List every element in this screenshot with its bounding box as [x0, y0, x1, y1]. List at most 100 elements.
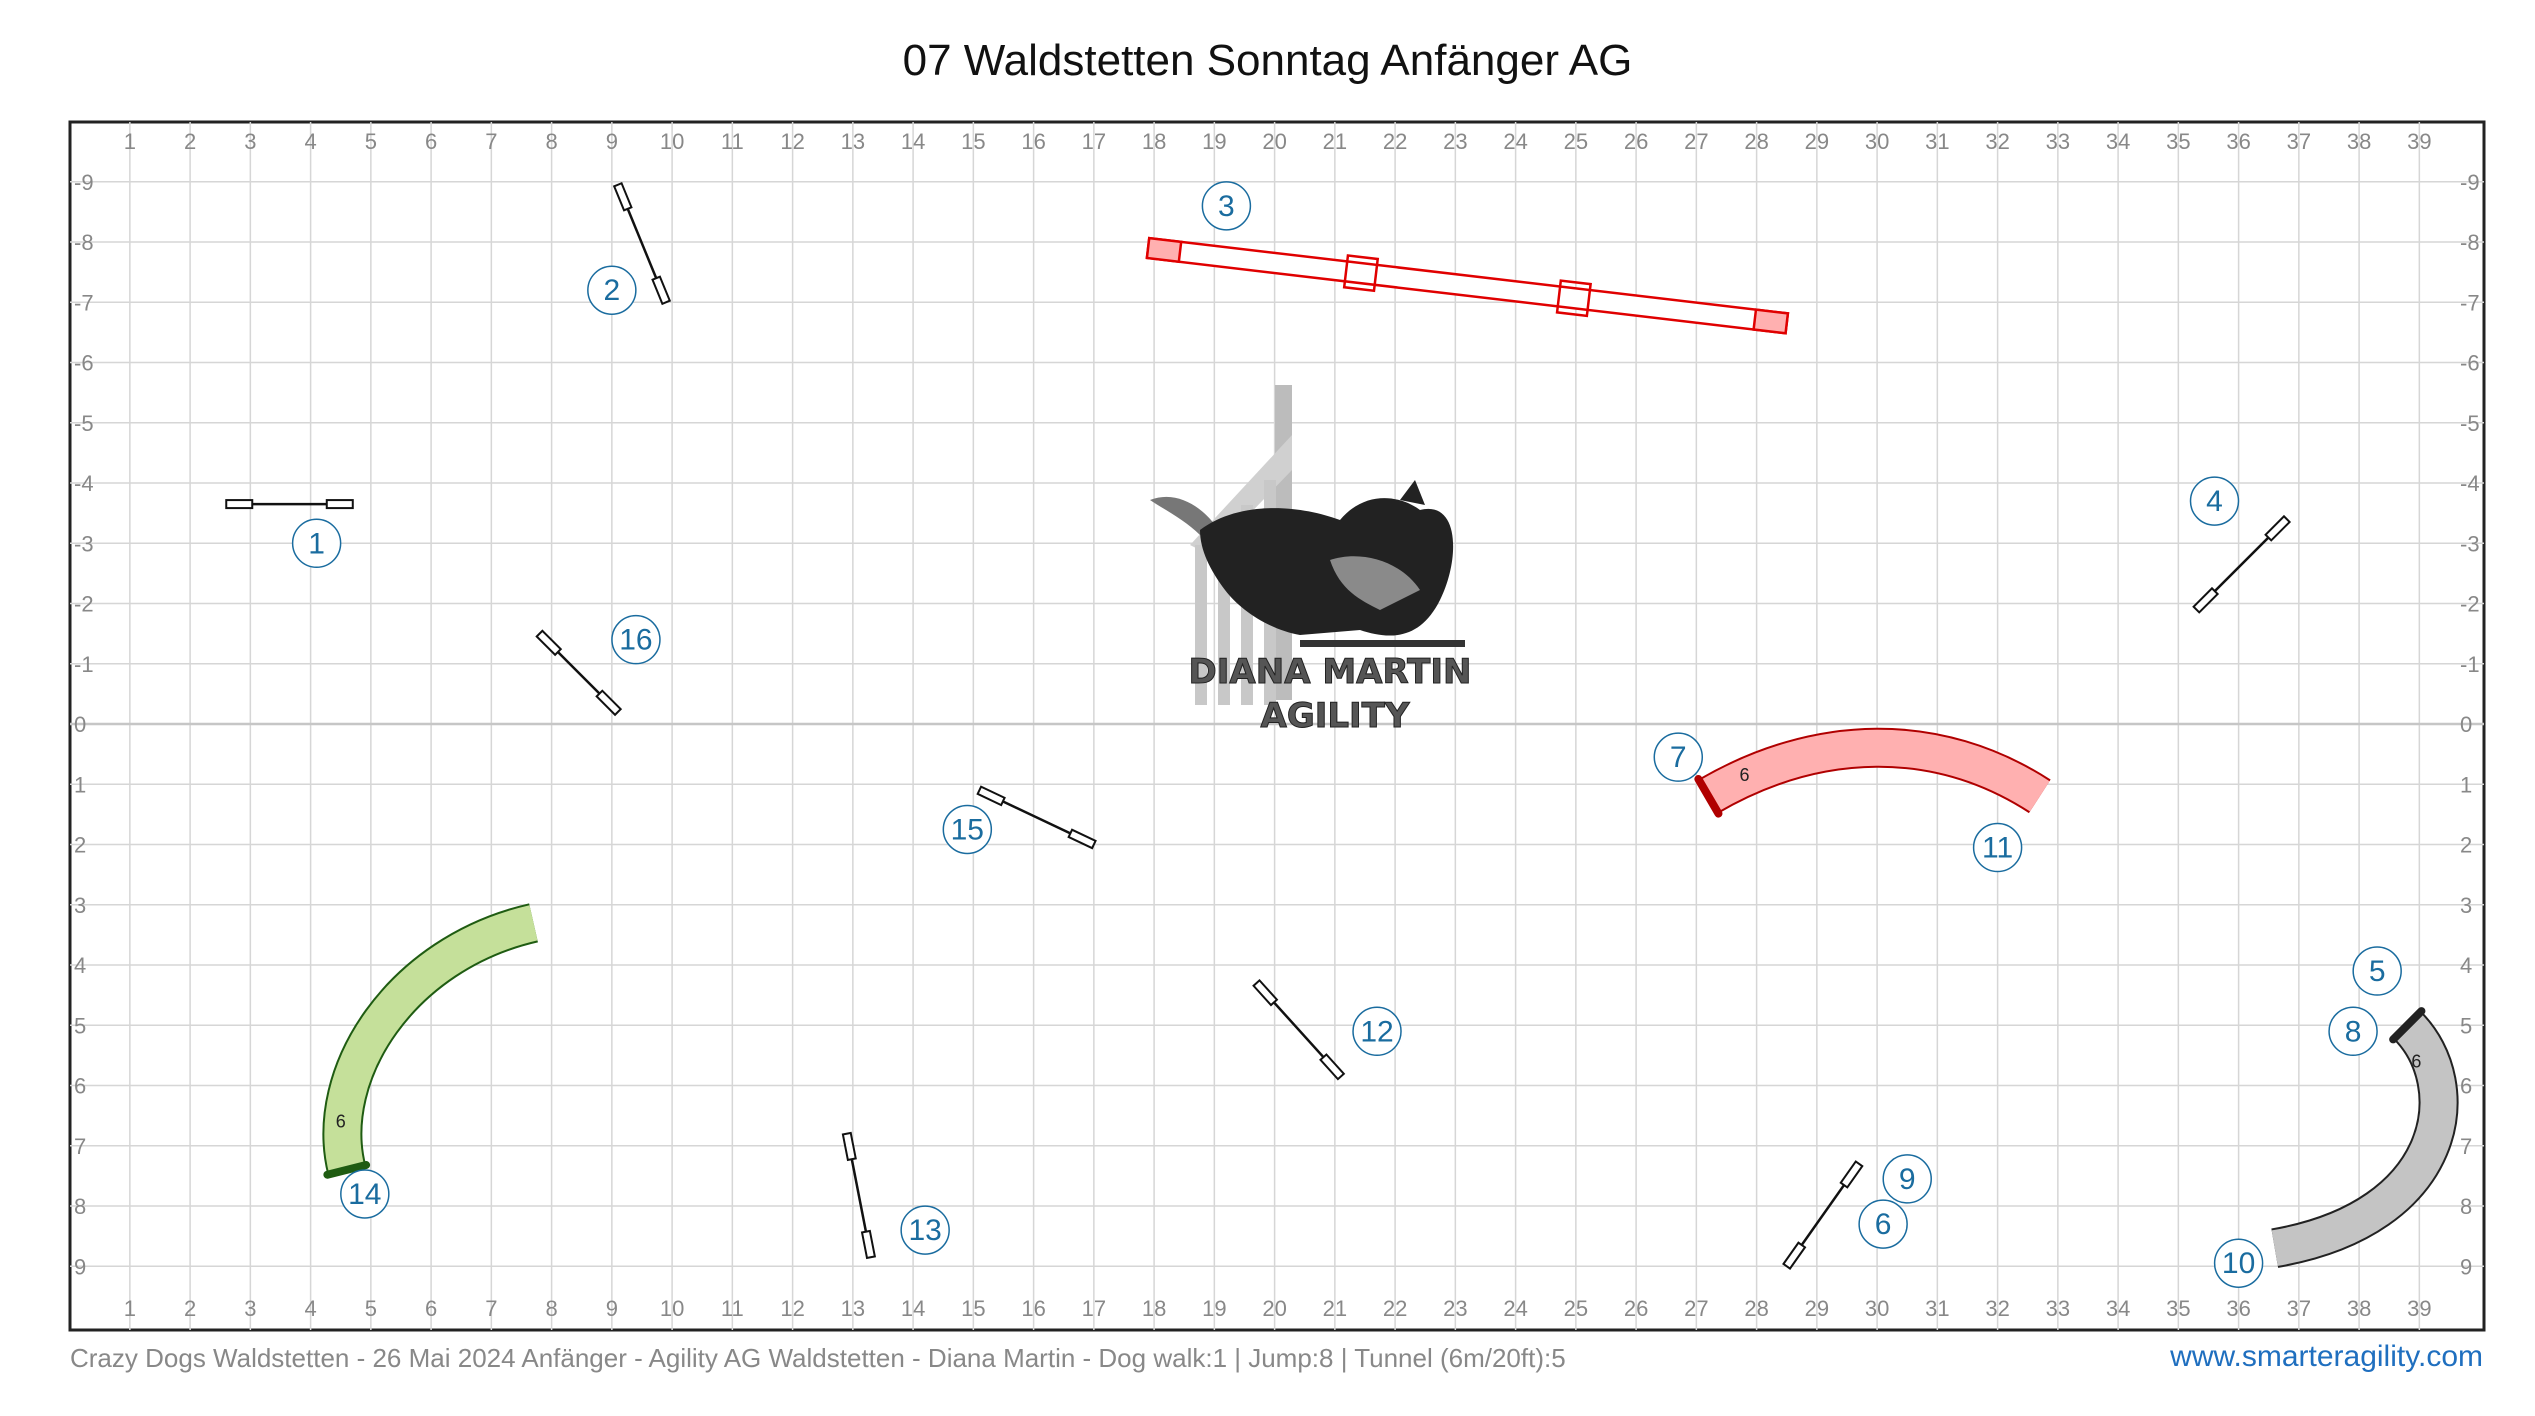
x-tick-label-bottom: 14 — [901, 1296, 925, 1321]
y-tick-label-right: 1 — [2460, 772, 2472, 797]
x-tick-label-top: 6 — [425, 129, 437, 154]
number-circle — [1858, 1199, 1908, 1249]
number-circle — [340, 1169, 390, 1219]
x-tick-label-top: 9 — [606, 129, 618, 154]
x-tick-label-bottom: 25 — [1564, 1296, 1588, 1321]
x-tick-label-top: 2 — [184, 129, 196, 154]
x-tick-label-bottom: 17 — [1082, 1296, 1106, 1321]
jump-12 — [1252, 978, 1346, 1081]
x-tick-label-bottom: 23 — [1443, 1296, 1467, 1321]
x-tick-label-top: 14 — [901, 129, 925, 154]
x-tick-label-bottom: 37 — [2287, 1296, 2311, 1321]
obstacle-number-15: 15 — [942, 804, 993, 855]
x-tick-label-top: 39 — [2407, 129, 2431, 154]
footer-info: Crazy Dogs Waldstetten - 26 Mai 2024 Anf… — [70, 1343, 1566, 1373]
y-tick-label-right: -7 — [2460, 290, 2480, 315]
jump-4 — [2192, 514, 2292, 614]
x-tick-label-top: 13 — [841, 129, 865, 154]
jump-wing-left — [976, 785, 1006, 807]
x-tick-label-bottom: 2 — [184, 1296, 196, 1321]
y-tick-label-left: -9 — [74, 170, 94, 195]
obstacle-number-8: 8 — [2328, 1006, 2378, 1057]
x-tick-label-bottom: 18 — [1142, 1296, 1166, 1321]
x-tick-label-bottom: 1 — [124, 1296, 136, 1321]
obstacle-number-14: 14 — [340, 1169, 390, 1219]
y-tick-label-left: -3 — [74, 531, 94, 556]
x-tick-label-top: 3 — [244, 129, 256, 154]
logo-text-line1: DIANA MARTIN — [1189, 652, 1472, 692]
number-label: 10 — [2222, 1247, 2255, 1280]
number-label: 12 — [1360, 1015, 1393, 1048]
x-tick-label-top: 27 — [1684, 129, 1708, 154]
website-link[interactable]: www.smarteragility.com — [2170, 1340, 2483, 1373]
x-tick-label-bottom: 30 — [1865, 1296, 1889, 1321]
y-tick-label-right: -9 — [2460, 170, 2480, 195]
tunnel-length-label: 6 — [2411, 1051, 2421, 1071]
y-tick-label-right: -5 — [2460, 411, 2480, 436]
y-tick-label-left: 2 — [74, 833, 86, 858]
tunnels: 6 6 6 — [322, 727, 2459, 1268]
number-label: 13 — [908, 1214, 941, 1247]
number-circle — [291, 518, 342, 568]
number-label: 8 — [2345, 1015, 2362, 1048]
tunnel-grey: 6 — [2271, 1007, 2459, 1268]
x-tick-label-bottom: 26 — [1624, 1296, 1648, 1321]
number-label: 9 — [1899, 1163, 1916, 1196]
obstacle-number-2: 2 — [587, 265, 637, 315]
number-label: 6 — [1875, 1208, 1892, 1241]
obstacle-number-6: 6 — [1858, 1199, 1908, 1249]
y-tick-label-left: -4 — [74, 471, 94, 496]
dogwalk-support — [1555, 279, 1592, 318]
x-tick-label-bottom: 33 — [2046, 1296, 2070, 1321]
jump-wing-right — [1319, 1053, 1346, 1081]
x-tick-label-bottom: 19 — [1202, 1296, 1226, 1321]
y-tick-label-right: 9 — [2460, 1254, 2472, 1279]
x-tick-label-bottom: 16 — [1021, 1296, 1045, 1321]
y-tick-label-left: -1 — [74, 652, 94, 677]
jump-wing-right — [860, 1229, 877, 1260]
jump-wing-left — [225, 499, 254, 510]
x-tick-label-top: 38 — [2347, 129, 2371, 154]
number-circle — [2213, 1238, 2264, 1288]
y-tick-label-right: 8 — [2460, 1194, 2472, 1219]
y-tick-label-left: 5 — [74, 1013, 86, 1038]
x-tick-label-top: 10 — [660, 129, 684, 154]
obstacle-number-13: 13 — [900, 1205, 950, 1255]
x-tick-label-top: 16 — [1021, 129, 1045, 154]
number-circle — [1882, 1154, 1932, 1204]
x-tick-label-top: 23 — [1443, 129, 1467, 154]
obstacle-number-3: 3 — [1201, 181, 1252, 231]
jump-wing-right — [1067, 828, 1097, 850]
jump-wing-left — [1782, 1241, 1807, 1270]
y-tick-label-right: 2 — [2460, 833, 2472, 858]
jump-wing-left — [535, 629, 563, 657]
number-label: 4 — [2206, 485, 2223, 518]
y-tick-label-right: 3 — [2460, 893, 2472, 918]
x-tick-label-top: 33 — [2046, 129, 2070, 154]
x-tick-label-bottom: 10 — [660, 1296, 684, 1321]
y-tick-label-left: 9 — [74, 1254, 86, 1279]
x-tick-label-top: 28 — [1744, 129, 1768, 154]
x-tick-label-bottom: 7 — [485, 1296, 497, 1321]
x-tick-label-top: 11 — [721, 129, 744, 154]
jumps — [225, 181, 2292, 1270]
x-tick-label-top: 5 — [365, 129, 377, 154]
y-tick-label-right: 7 — [2460, 1134, 2472, 1159]
number-circle — [1201, 181, 1252, 231]
y-tick-label-right: -8 — [2460, 230, 2480, 255]
obstacle-number-16: 16 — [611, 614, 661, 665]
jump-wing-right — [2264, 514, 2292, 542]
x-tick-label-bottom: 5 — [365, 1296, 377, 1321]
x-tick-label-top: 12 — [780, 129, 804, 154]
number-circle — [942, 804, 993, 855]
dogwalk-plank — [1145, 236, 1790, 335]
x-tick-label-top: 1 — [124, 129, 136, 154]
jump-wing-right — [325, 499, 354, 510]
logo-text-line2: AGILITY — [1261, 696, 1410, 736]
number-label: 3 — [1218, 190, 1235, 223]
number-label: 7 — [1670, 741, 1687, 774]
obstacle-number-5: 5 — [2352, 946, 2402, 996]
y-tick-label-left: 7 — [74, 1134, 86, 1159]
x-tick-label-bottom: 34 — [2106, 1296, 2130, 1321]
